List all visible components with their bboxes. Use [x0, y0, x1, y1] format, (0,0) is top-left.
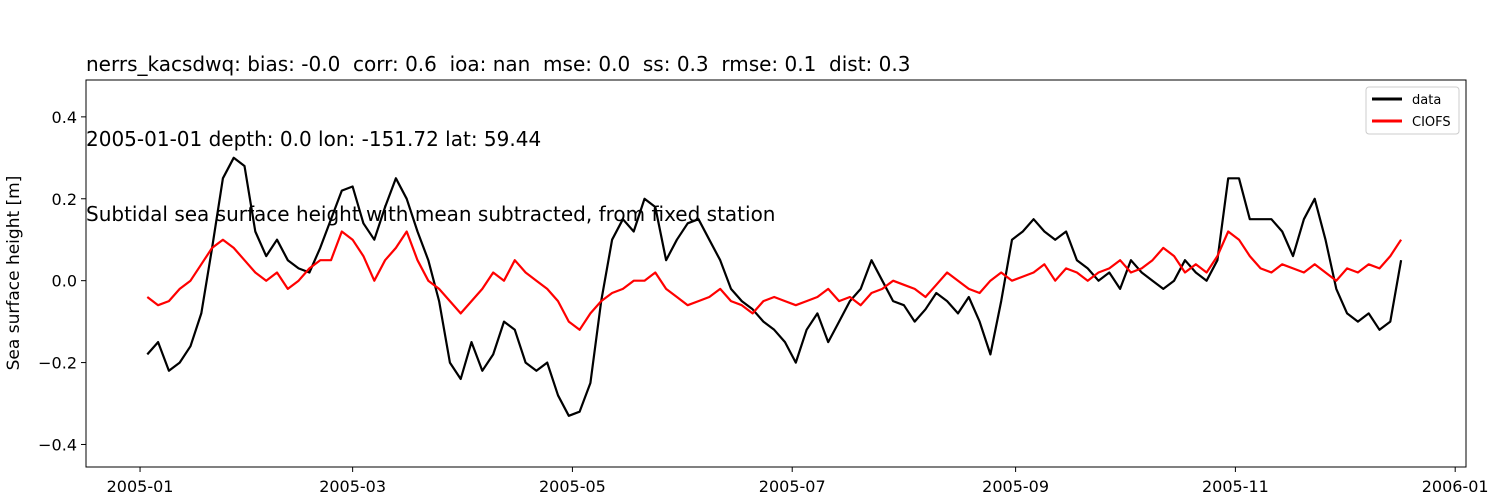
title-line-3: Subtidal sea surface height with mean su…: [86, 202, 776, 226]
x-tick-label: 2005-11: [1202, 477, 1269, 496]
title-line-2: 2005-01-01 depth: 0.0 lon: -151.72 lat: …: [86, 127, 542, 151]
x-tick-label: 2006-01: [1422, 477, 1489, 496]
y-tick-label: 0.4: [52, 108, 77, 127]
plot-frame: [85, 79, 1467, 468]
x-tick-label: 2005-03: [319, 477, 386, 496]
x-axis: 2005-01 2005-03 2005-05 2005-07 2005-09 2005-…: [107, 467, 1489, 496]
y-tick-label: 0.2: [52, 190, 77, 209]
x-tick-label: 2005-05: [539, 477, 606, 496]
x-tick-label: 2005-01: [107, 477, 174, 496]
legend-label-data: data: [1412, 93, 1441, 108]
x-tick-label: 2005-09: [982, 477, 1049, 496]
y-axis: −0.4 −0.2 0.0 0.2 0.4: [38, 108, 86, 454]
y-tick-label: −0.4: [38, 435, 77, 454]
series-layer: [146, 156, 1403, 417]
y-tick-label: −0.2: [38, 354, 77, 373]
x-tick-label: 2005-07: [759, 477, 826, 496]
legend: data CIOFS: [1365, 86, 1460, 135]
legend-label-ciofs: CIOFS: [1412, 115, 1451, 130]
series-line-data: [146, 156, 1403, 417]
series-line-ciofs: [146, 230, 1403, 331]
title-line-1: nerrs_kacsdwq: bias: -0.0 corr: 0.6 ioa:…: [86, 52, 911, 76]
chart-title: nerrs_kacsdwq: bias: -0.0 corr: 0.6 ioa:…: [86, 2, 910, 252]
y-tick-label: 0.0: [52, 272, 77, 291]
y-axis-label: Sea surface height [m]: [4, 176, 24, 371]
